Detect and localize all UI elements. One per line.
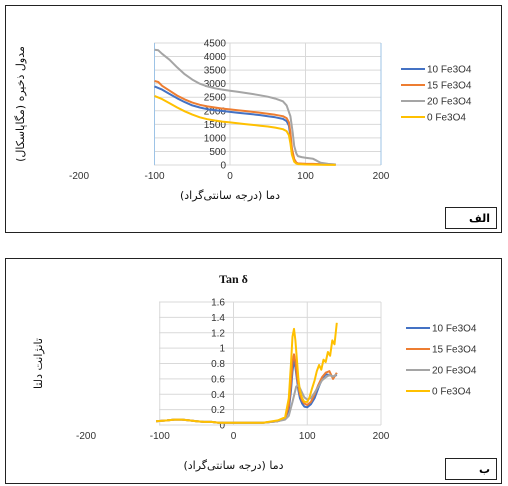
y-tick-label: 1.4: [211, 313, 225, 324]
x-tick-label: -200: [76, 431, 96, 442]
x-tick-label: 200: [373, 171, 390, 182]
series-line: [156, 322, 338, 424]
y-tick-label: 1500: [204, 120, 227, 131]
y-axis-title: مدول ذخیره (مگاپاسکال): [14, 46, 27, 162]
x-tick-label: 0: [231, 431, 237, 442]
legend-entry: 20 Fe3O4: [432, 366, 477, 377]
y-axis-title: تانژانت دلتا: [32, 338, 45, 389]
y-tick-label: 0.6: [211, 374, 225, 385]
y-tick-label: 4000: [204, 52, 227, 63]
series-line: [154, 94, 336, 166]
legend-entry: 10 Fe3O4: [427, 65, 472, 76]
chart-panel-storage-modulus: 0 500 1000 1500 2000 2500 3000 3500 4000 4500 -200…: [5, 5, 502, 233]
series-line: [156, 358, 338, 424]
y-tick-label: 1.6: [211, 298, 225, 309]
panel-tag: ب: [445, 458, 497, 480]
x-tick-label: 0: [227, 171, 233, 182]
y-tick-label: 0.8: [211, 359, 225, 370]
tan-delta-chart: Tan δ 0 0.2 0.4 0.6 0.8 1 1.2 1.4 1.6 -200 -100 0 100…: [32, 272, 477, 472]
x-tick-label: -200: [69, 171, 89, 182]
storage-modulus-chart: 050010001500200025003000350040004500-200…: [14, 39, 472, 203]
legend-entry: 20 Fe3O4: [427, 97, 472, 108]
y-tick-label: 0.4: [211, 390, 225, 401]
legend-entry: 15 Fe3O4: [432, 345, 477, 356]
series-line: [154, 48, 336, 166]
x-tick-label: -100: [150, 431, 170, 442]
y-tick-label: 4500: [204, 39, 227, 50]
x-axis-title: دما (درجه سانتی‌گراد): [183, 459, 283, 472]
y-tick-label: 3500: [204, 66, 227, 77]
y-tick-label: 2000: [204, 106, 227, 117]
x-tick-label: 100: [297, 171, 314, 182]
y-tick-label: 0: [220, 161, 226, 172]
y-tick-label: 1.2: [211, 328, 225, 339]
y-tick-label: 0.2: [211, 405, 225, 416]
legend-entry: 10 Fe3O4: [432, 324, 477, 335]
y-tick-label: 500: [209, 147, 226, 158]
series-line: [156, 353, 338, 424]
y-tick-label: 0: [219, 421, 225, 432]
legend-entry: 15 Fe3O4: [427, 81, 472, 92]
chart-title: Tan δ: [219, 272, 248, 286]
x-tick-label: 200: [373, 431, 390, 442]
legend-entry: 0 Fe3O4: [427, 113, 466, 124]
y-tick-label: 2500: [204, 93, 227, 104]
panel-tag: الف: [445, 207, 497, 229]
y-tick-label: 1: [219, 344, 225, 355]
x-axis-title: دما (درجه سانتی‌گراد): [180, 189, 280, 202]
y-tick-label: 1000: [204, 133, 227, 144]
x-tick-label: 100: [299, 431, 316, 442]
x-tick-label: -100: [144, 171, 164, 182]
chart-panel-tan-delta: Tan δ 0 0.2 0.4 0.6 0.8 1 1.2 1.4 1.6 -200 -100 0 100…: [5, 258, 502, 484]
y-tick-label: 3000: [204, 79, 227, 90]
legend-entry: 0 Fe3O4: [432, 387, 471, 398]
